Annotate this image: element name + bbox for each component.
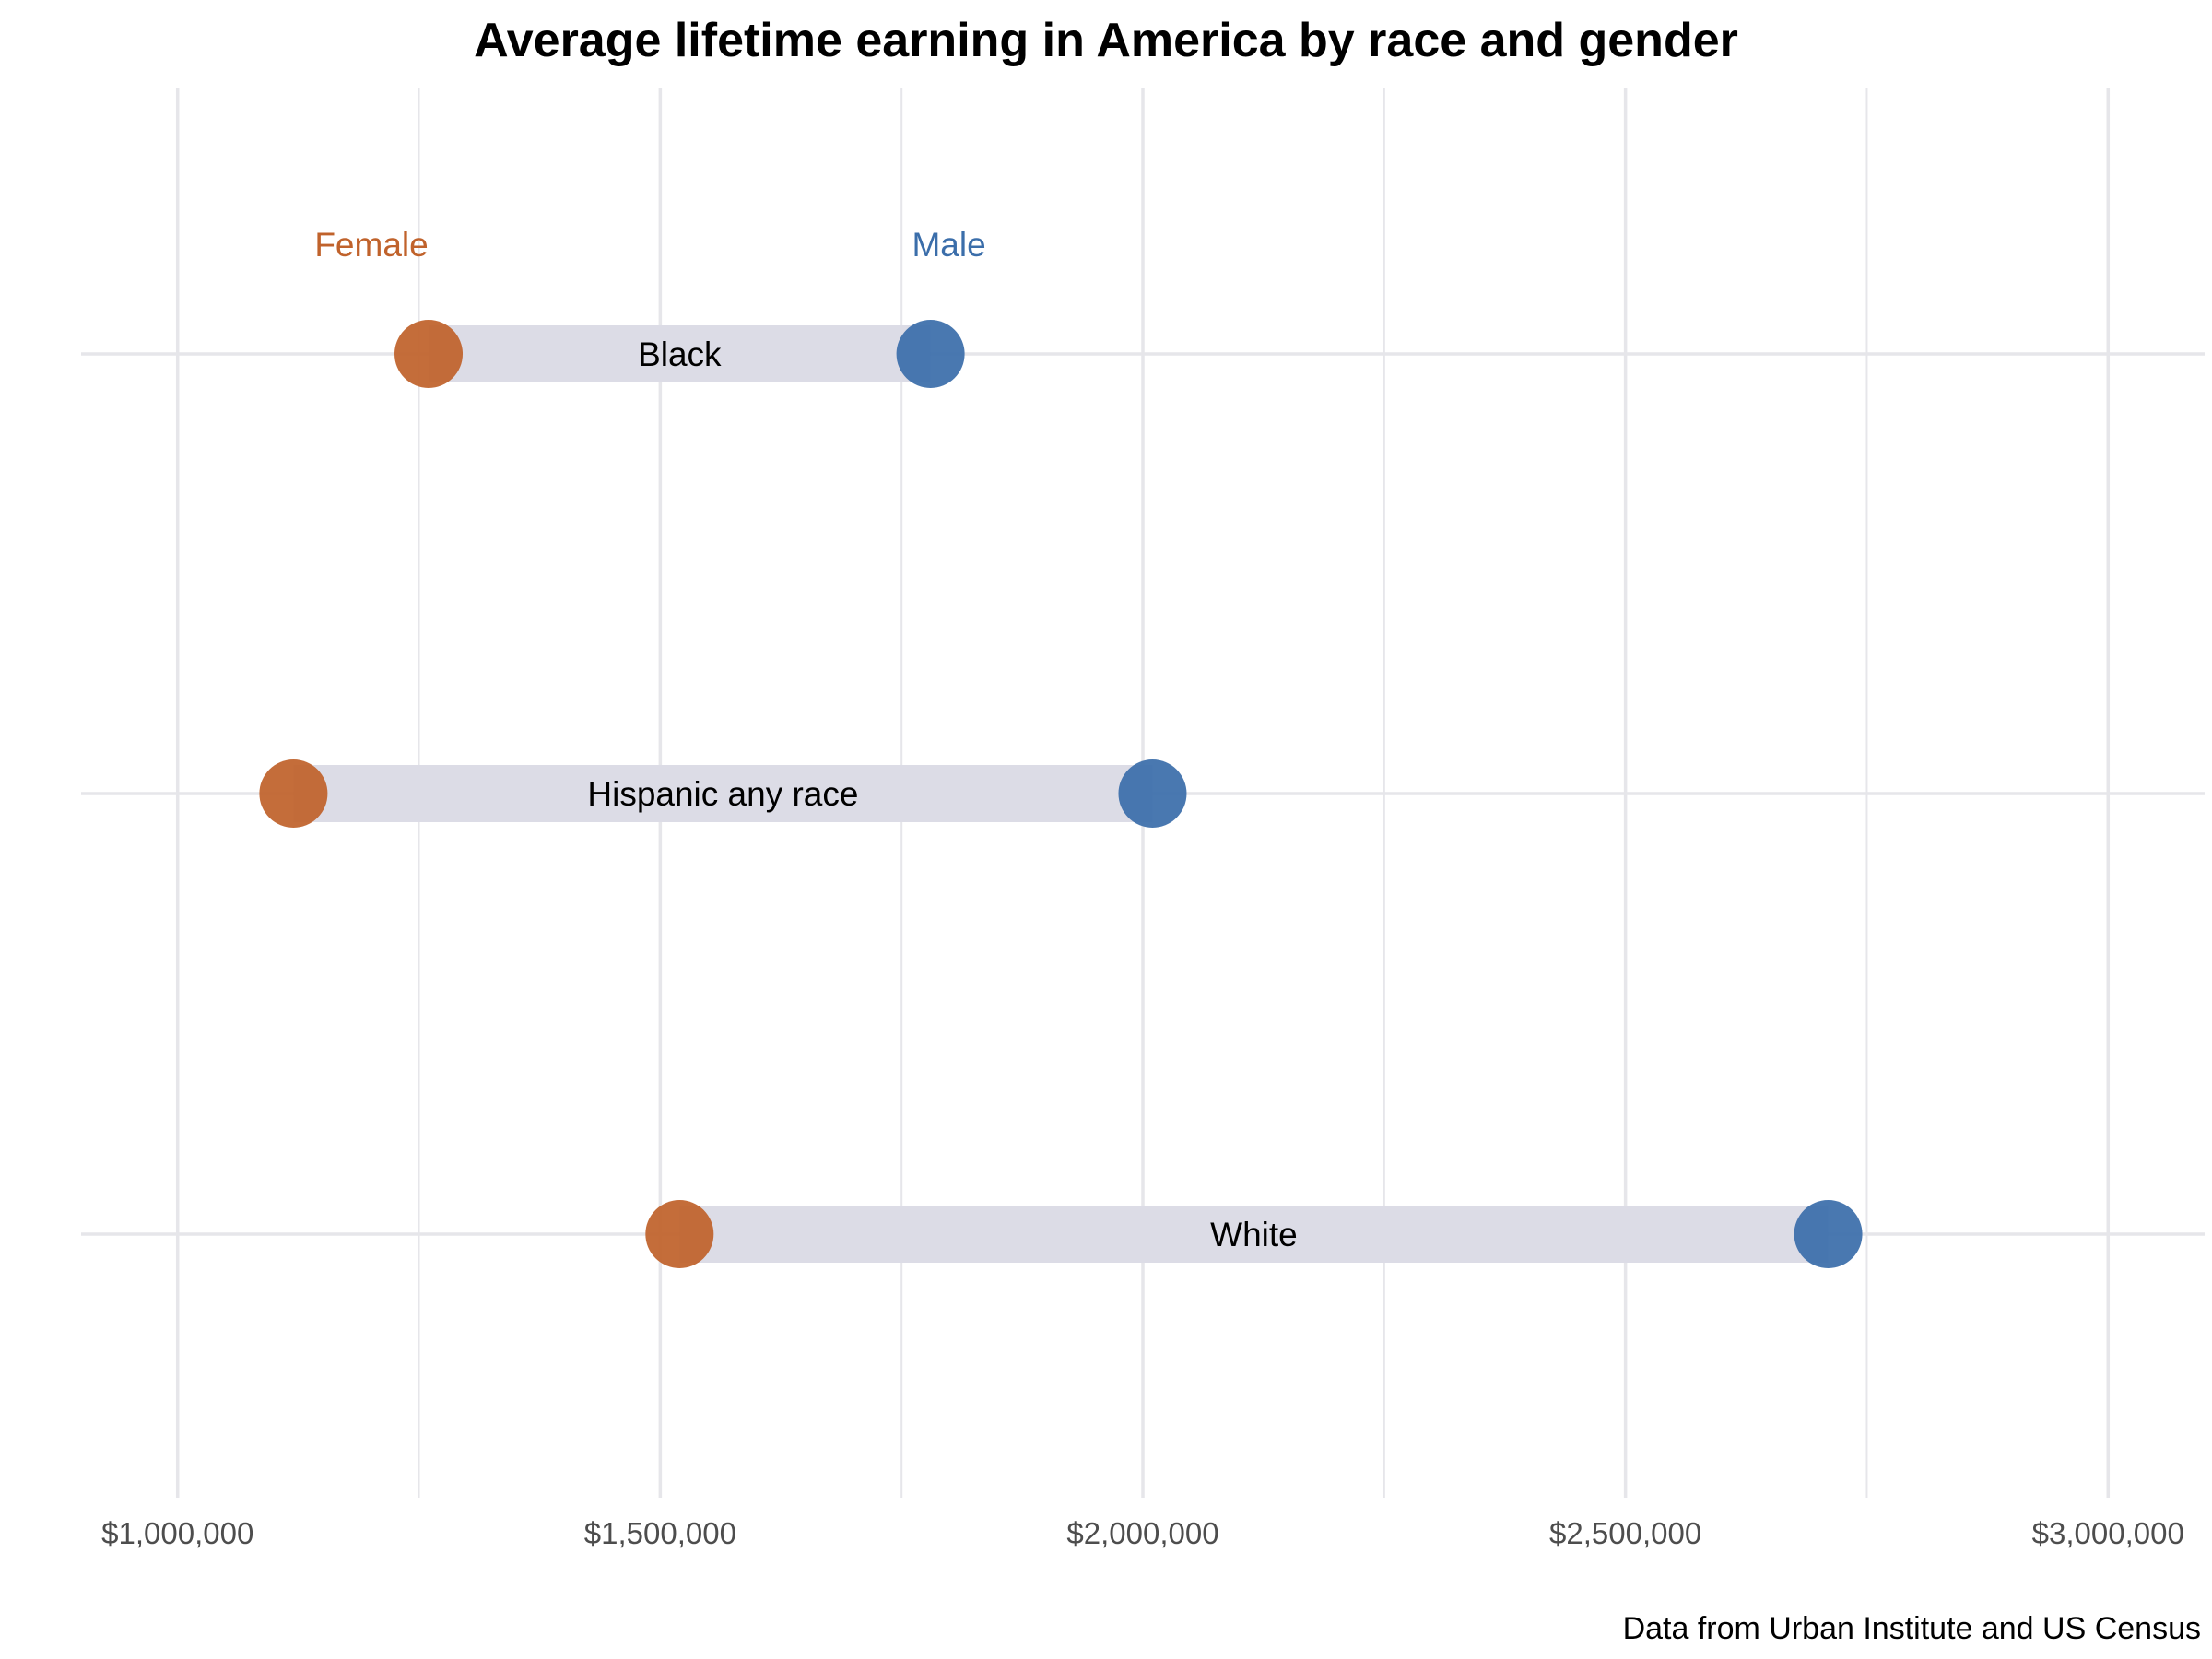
male-point [896,320,965,388]
x-tick-label: $2,500,000 [1549,1516,1701,1550]
points [259,320,1863,1268]
source-caption: Data from Urban Institute and US Census [1622,1611,2201,1646]
male-point [1118,759,1187,828]
x-axis: $1,000,000 $1,500,000 $2,000,000 $2,500,000… [101,1516,2184,1550]
legend-male: Male [912,226,985,264]
x-tick-label: $2,000,000 [1066,1516,1218,1550]
category-label: White [1210,1216,1298,1253]
x-tick-label: $1,000,000 [101,1516,253,1550]
chart-title: Average lifetime earning in America by r… [474,14,1738,67]
female-point [645,1200,714,1268]
legend-female: Female [314,226,428,264]
female-point [394,320,464,388]
segments [293,325,1829,1263]
female-point [259,759,328,828]
male-point [1794,1200,1863,1268]
x-tick-label: $1,500,000 [584,1516,736,1550]
category-label: Hispanic any race [587,775,858,813]
x-tick-label: $3,000,000 [2032,1516,2184,1550]
category-label: Black [638,335,722,373]
legend: Female Male [314,226,985,264]
category-labels: Black Hispanic any race White [587,335,1297,1253]
